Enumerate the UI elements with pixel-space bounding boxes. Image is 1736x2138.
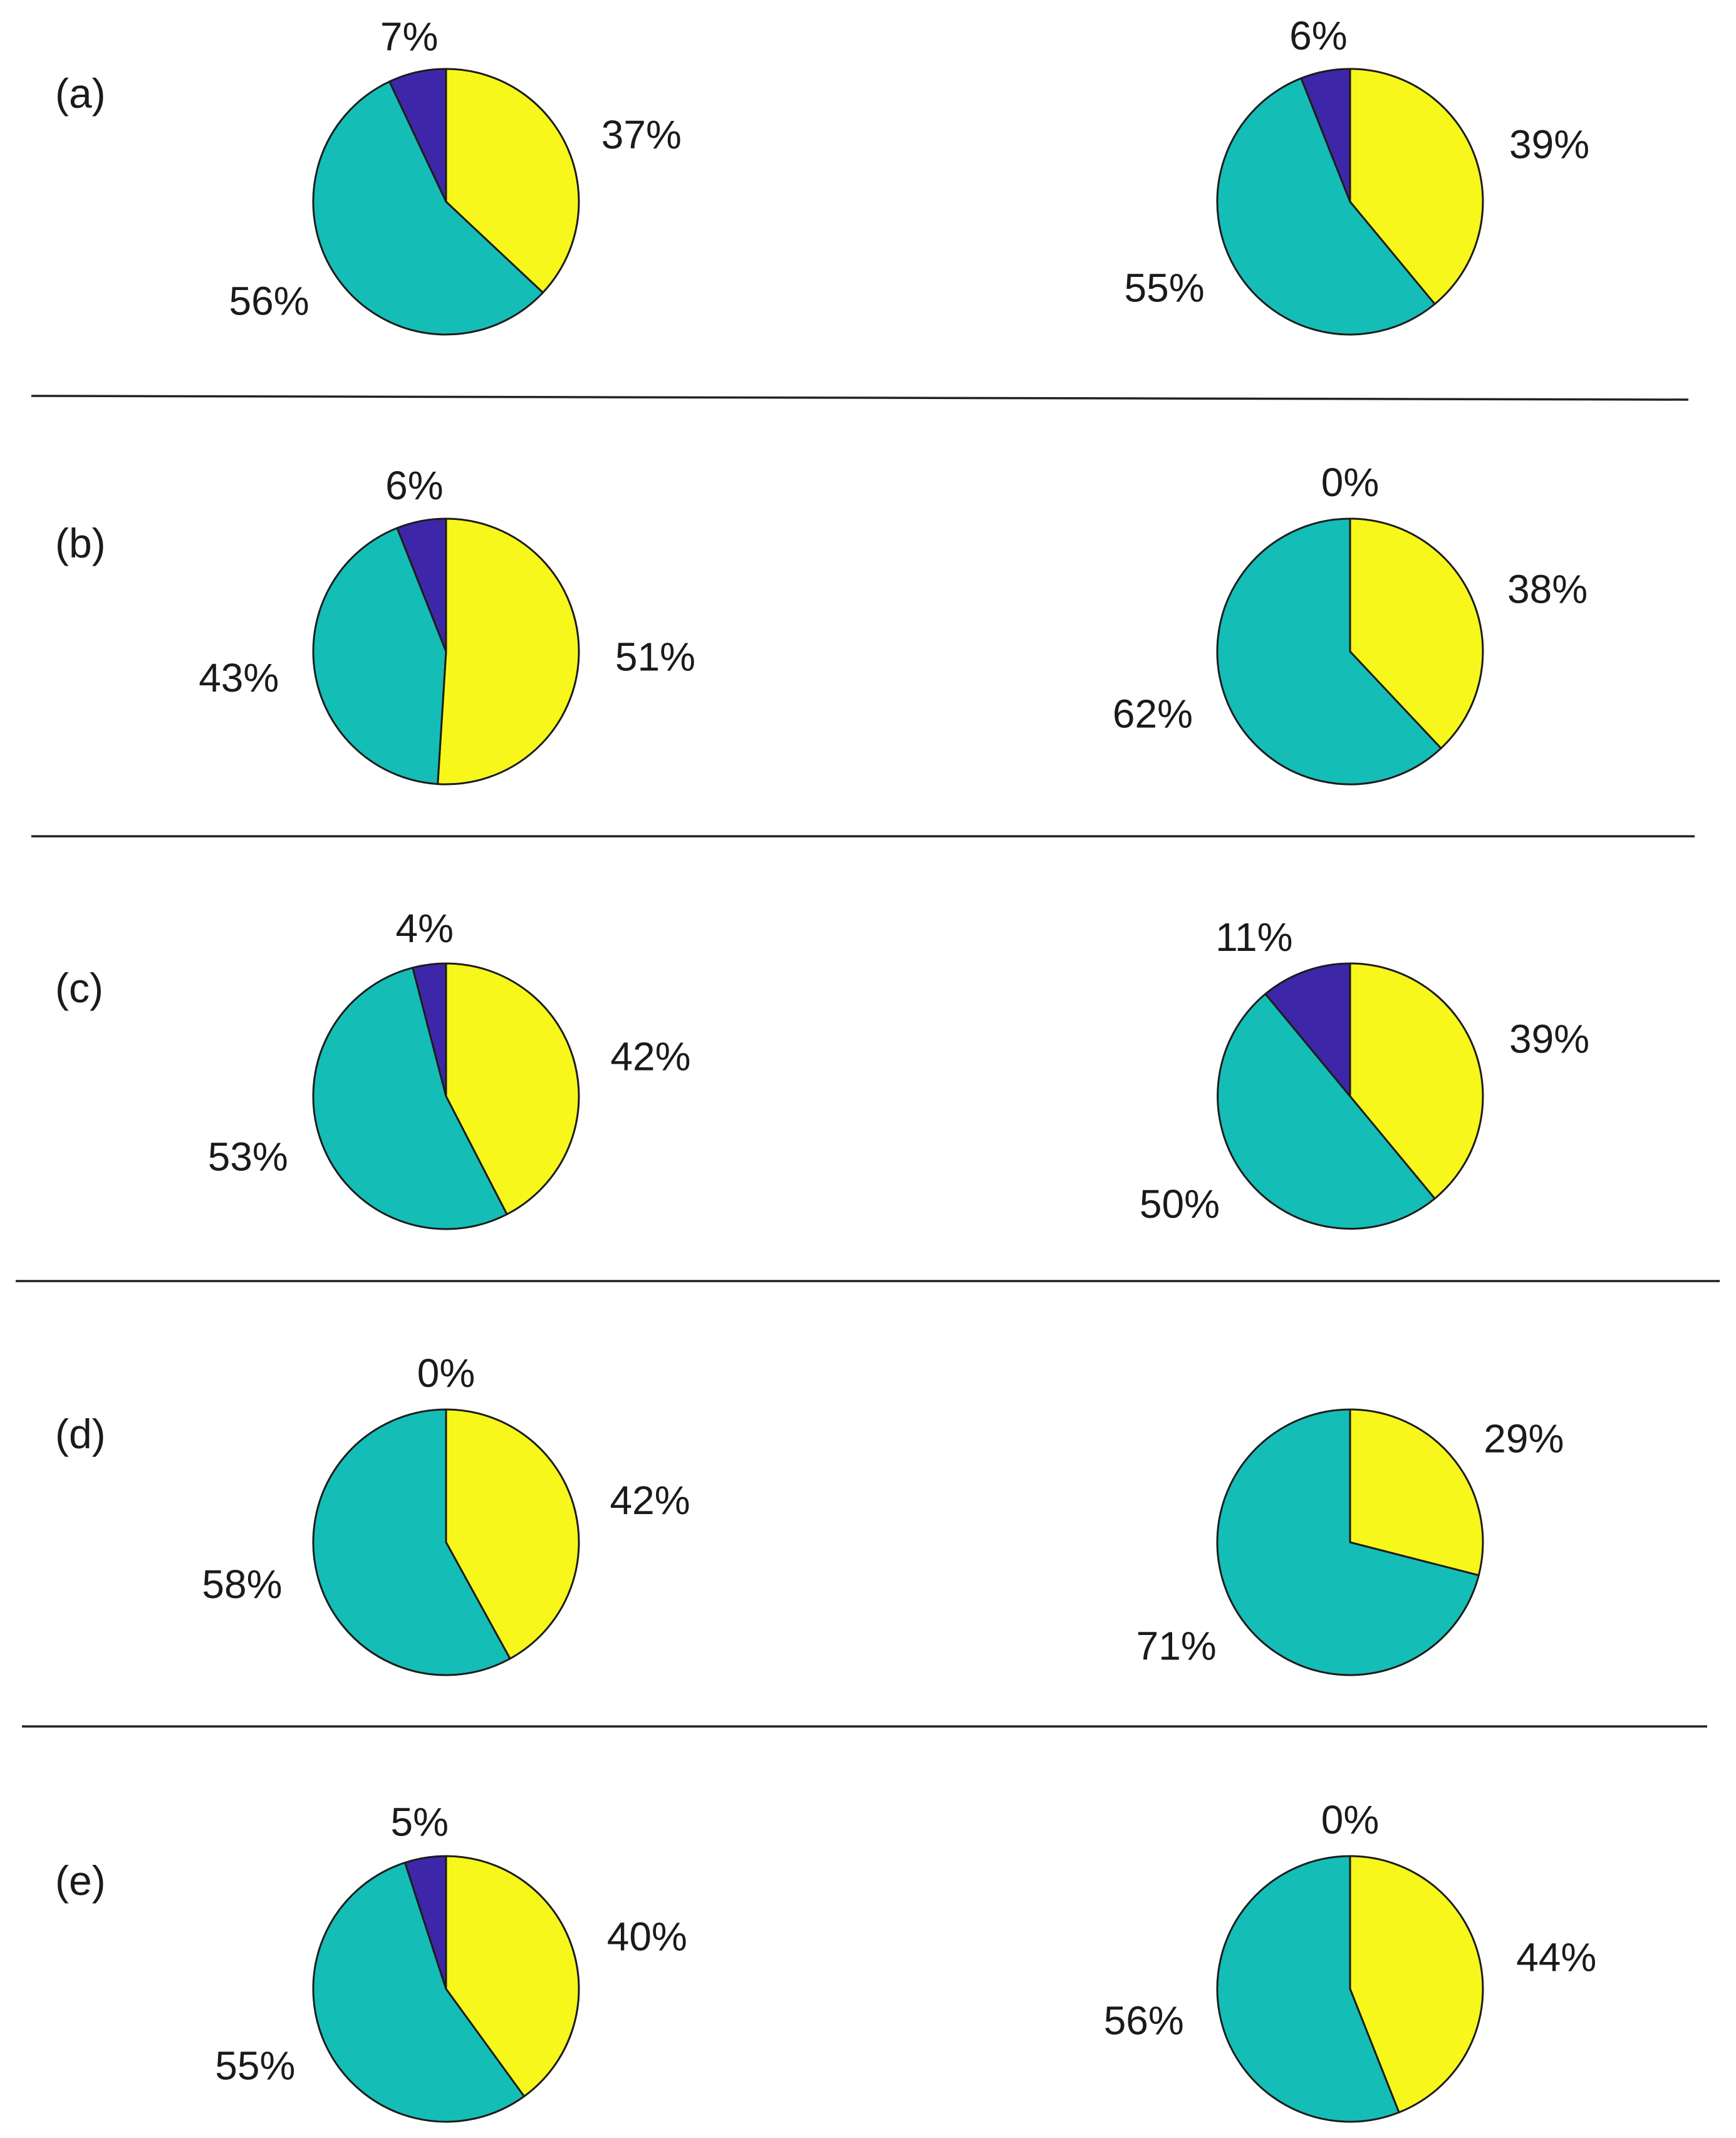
panel-label-b: (b) [55, 520, 106, 566]
pie-slice-yellow [445, 962, 580, 1215]
pie-b-1: 51% 43% 6% [199, 463, 695, 786]
pie-slice-teal [1217, 993, 1436, 1230]
slice-label: 62% [1113, 691, 1193, 736]
pie-slice-yellow [445, 1408, 580, 1660]
slice-label: 29% [1484, 1416, 1564, 1461]
pie-slice-teal [312, 967, 508, 1230]
pie-slice-yellow [1349, 1408, 1484, 1577]
slice-label: 56% [229, 279, 309, 324]
pie-panels: (a) 37% 56% 7% 39% 55% 6% (b) 51% 43% 6% 38% 62% 0% (c… [55, 13, 1596, 2123]
pie-slice-teal [1216, 1408, 1480, 1676]
panel-dividers [16, 395, 1720, 1728]
pie-e-2: 44% 56% 0% [1104, 1797, 1596, 2123]
pie-slice-teal [312, 80, 544, 336]
panel-d: (d) 42% 58% 0% 29% 71% [55, 1351, 1564, 1676]
slice-label: 38% [1507, 567, 1588, 612]
pie-slice-yellow [1349, 1855, 1484, 2114]
panel-c: (c) 42% 53% 4% 39% 50% 11% [55, 906, 1589, 1230]
panel-label-e: (e) [55, 1857, 106, 1904]
slice-label: 4% [396, 906, 454, 951]
pie-slice-navy [1264, 962, 1351, 1098]
pie-d-2: 29% 71% [1136, 1408, 1564, 1676]
slice-label: 39% [1509, 1017, 1589, 1062]
pie-slice-navy [403, 1855, 447, 1990]
divider-a-b [31, 395, 1689, 401]
slice-label: 55% [215, 2043, 295, 2089]
slice-label: 43% [199, 655, 279, 700]
pie-slice-navy [388, 68, 447, 203]
slice-label: 50% [1140, 1181, 1220, 1227]
panel-e: (e) 40% 55% 5% 44% 56% 0% [55, 1797, 1596, 2123]
pie-a-2: 39% 55% 6% [1125, 13, 1589, 336]
slice-label: 42% [610, 1034, 690, 1079]
slice-label: 40% [607, 1914, 687, 1959]
slice-label: 58% [202, 1562, 282, 1607]
pie-slice-yellow [1349, 68, 1484, 305]
panel-a: (a) 37% 56% 7% 39% 55% 6% [55, 13, 1589, 336]
pie-slice-yellow [1349, 517, 1484, 750]
slice-label: 53% [208, 1134, 288, 1179]
slice-label: 71% [1136, 1624, 1217, 1669]
pie-slice-teal [1216, 77, 1436, 336]
pie-slice-teal [312, 1861, 526, 2123]
slice-label: 56% [1104, 1998, 1184, 2043]
panel-b: (b) 51% 43% 6% 38% 62% 0% [55, 460, 1588, 786]
slice-label: 0% [1321, 460, 1380, 505]
pie-d-1: 42% 58% 0% [202, 1351, 690, 1676]
slice-label: 0% [417, 1351, 476, 1396]
slice-label: 11% [1215, 915, 1292, 960]
panel-label-d: (d) [55, 1411, 106, 1457]
slice-label: 39% [1509, 122, 1589, 167]
slice-label: 51% [615, 635, 695, 680]
slice-label: 7% [380, 14, 439, 60]
panel-label-a: (a) [55, 70, 106, 117]
pie-slice-teal [1216, 1855, 1400, 2123]
slice-label: 42% [610, 1478, 690, 1523]
pie-slice-yellow [437, 517, 580, 786]
pie-slice-navy [396, 517, 447, 653]
slice-label: 44% [1516, 1934, 1596, 1980]
pie-b-2: 38% 62% 0% [1113, 460, 1588, 786]
panel-label-c: (c) [55, 965, 103, 1011]
pie-slice-teal [1216, 517, 1442, 786]
pie-slice-yellow [445, 1855, 580, 2098]
pie-slice-teal [312, 527, 447, 786]
pie-e-1: 40% 55% 5% [215, 1799, 687, 2123]
slice-label: 55% [1125, 265, 1205, 310]
pie-slice-navy [412, 962, 447, 1098]
pie-slice-yellow [1349, 962, 1484, 1200]
pie-c-2: 39% 50% 11% [1140, 915, 1589, 1230]
slice-label: 0% [1321, 1797, 1380, 1842]
slice-label: 37% [601, 112, 682, 157]
pie-slice-navy [1300, 68, 1351, 203]
slice-label: 5% [391, 1799, 449, 1844]
slice-label: 6% [385, 463, 444, 508]
pie-slice-yellow [445, 68, 580, 294]
pie-a-1: 37% 56% 7% [229, 14, 682, 336]
slice-label: 6% [1289, 13, 1348, 58]
pie-c-1: 42% 53% 4% [208, 906, 690, 1230]
pie-slice-teal [312, 1408, 511, 1676]
